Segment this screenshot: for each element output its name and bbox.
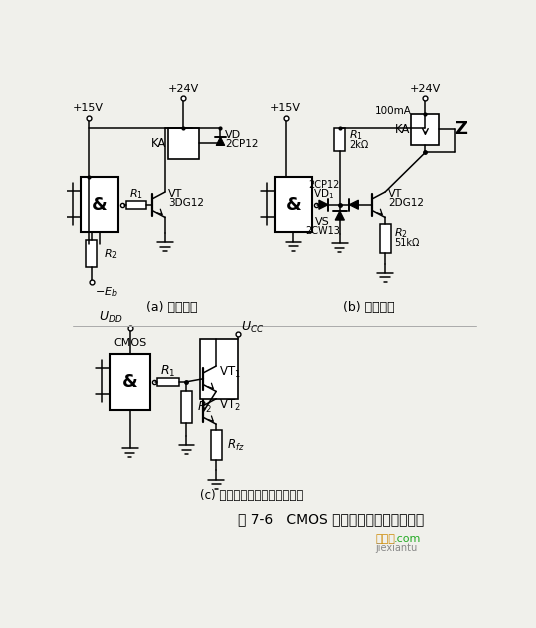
- Text: $U_{DD}$: $U_{DD}$: [99, 310, 124, 325]
- Text: (b) 改进电路: (b) 改进电路: [344, 301, 395, 315]
- Text: 2CP12: 2CP12: [308, 180, 339, 190]
- Text: Z: Z: [455, 120, 467, 138]
- Text: VT: VT: [168, 189, 183, 199]
- Polygon shape: [319, 200, 328, 209]
- Polygon shape: [216, 137, 225, 146]
- Text: +15V: +15V: [73, 103, 104, 112]
- Text: $R_1$: $R_1$: [160, 364, 175, 379]
- Bar: [412, 114, 440, 144]
- Text: $-E_b$: $-E_b$: [95, 285, 118, 299]
- Bar: [168, 127, 199, 158]
- Text: VD$_1$: VD$_1$: [313, 187, 334, 201]
- Text: 2DG12: 2DG12: [388, 198, 424, 208]
- Polygon shape: [335, 211, 345, 220]
- Text: $R_2$: $R_2$: [104, 247, 118, 261]
- Text: +15V: +15V: [270, 103, 301, 112]
- Bar: [126, 201, 146, 208]
- Text: KA: KA: [394, 122, 410, 136]
- Text: VT$_2$: VT$_2$: [219, 398, 241, 413]
- Bar: [181, 391, 192, 423]
- Bar: [379, 224, 391, 253]
- Text: 2CP12: 2CP12: [225, 139, 258, 149]
- Bar: [275, 177, 312, 232]
- Bar: [200, 338, 238, 399]
- Bar: [334, 127, 345, 151]
- Text: VT$_1$: VT$_1$: [219, 365, 241, 380]
- Text: $R_1$: $R_1$: [129, 187, 143, 201]
- Text: VT: VT: [388, 189, 403, 199]
- Text: VD: VD: [225, 131, 241, 141]
- Text: 3DG12: 3DG12: [168, 198, 204, 208]
- Text: $R_2$: $R_2$: [197, 399, 212, 414]
- Text: 100mA: 100mA: [375, 106, 412, 116]
- Text: &: &: [92, 196, 107, 214]
- Text: &: &: [122, 373, 138, 391]
- Text: jiexiantu: jiexiantu: [375, 543, 418, 553]
- Polygon shape: [349, 200, 359, 209]
- Text: $U_{CC}$: $U_{CC}$: [241, 320, 264, 335]
- Bar: [86, 240, 97, 267]
- Bar: [110, 354, 150, 409]
- Bar: [157, 378, 178, 386]
- Text: +24V: +24V: [168, 84, 199, 94]
- Text: CMOS: CMOS: [113, 338, 146, 349]
- Bar: [81, 177, 118, 232]
- Text: VS: VS: [315, 217, 330, 227]
- Text: +24V: +24V: [410, 84, 441, 94]
- Text: KA: KA: [151, 137, 166, 149]
- Text: 51kΩ: 51kΩ: [394, 238, 420, 248]
- Text: 2kΩ: 2kΩ: [349, 139, 368, 149]
- Text: 2CW13: 2CW13: [306, 226, 340, 236]
- Text: $R_2$: $R_2$: [394, 227, 408, 241]
- Text: .com: .com: [394, 534, 421, 544]
- Text: 接线图: 接线图: [375, 534, 396, 544]
- Bar: [211, 430, 221, 460]
- Text: 图 7-6   CMOS 与开关放大器的接口电路: 图 7-6 CMOS 与开关放大器的接口电路: [237, 512, 424, 527]
- Text: $R_1$: $R_1$: [349, 129, 363, 143]
- Text: (c) 采用达林顿电路的接口电路: (c) 采用达林顿电路的接口电路: [200, 489, 303, 502]
- Text: &: &: [286, 196, 301, 214]
- Text: (a) 一般电路: (a) 一般电路: [146, 301, 197, 315]
- Text: $R_{fz}$: $R_{fz}$: [227, 438, 244, 453]
